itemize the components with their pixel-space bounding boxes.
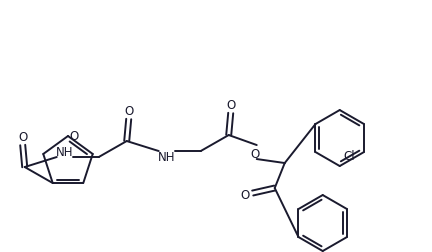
- Text: Cl: Cl: [343, 149, 355, 163]
- Text: O: O: [250, 147, 259, 161]
- Text: O: O: [124, 105, 133, 117]
- Text: O: O: [18, 131, 27, 144]
- Text: O: O: [240, 188, 249, 202]
- Text: NH: NH: [56, 146, 73, 159]
- Text: O: O: [226, 99, 235, 112]
- Text: NH: NH: [158, 150, 175, 164]
- Text: O: O: [70, 130, 79, 142]
